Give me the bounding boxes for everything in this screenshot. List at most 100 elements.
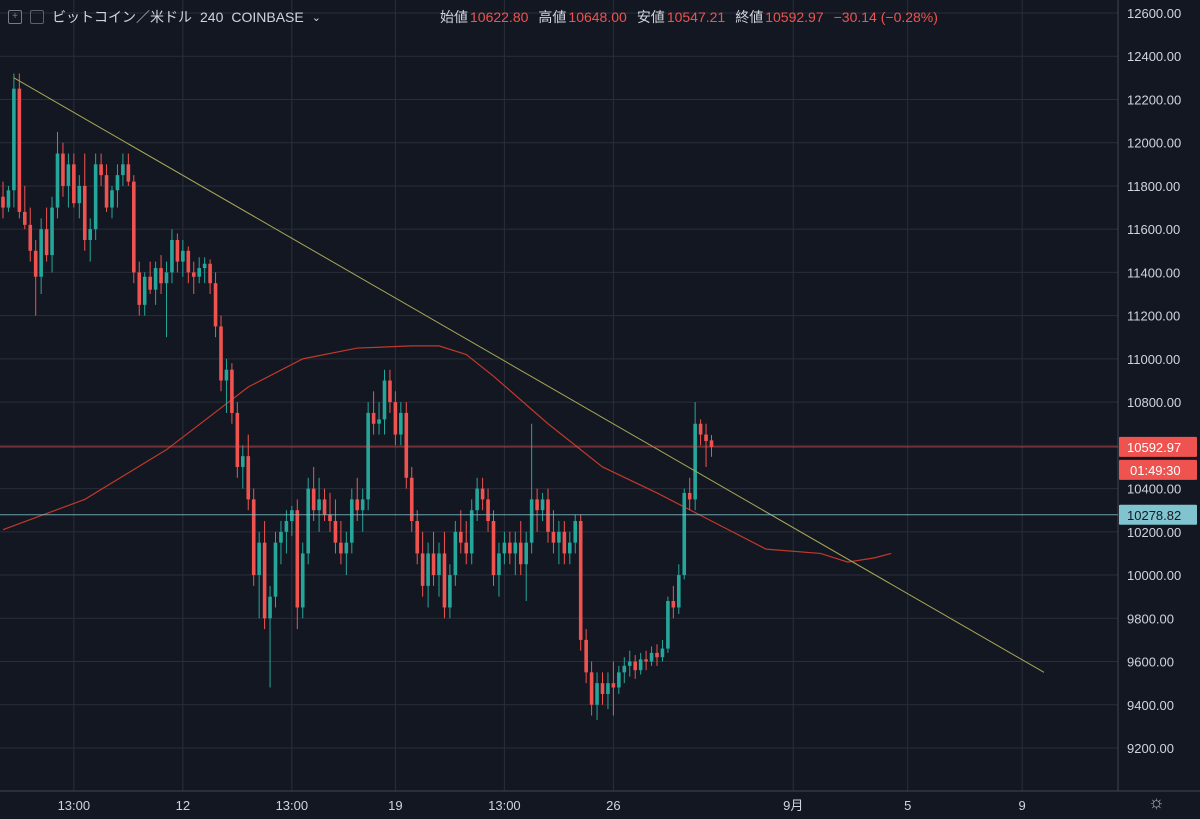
candle-up xyxy=(666,601,670,649)
candle-up xyxy=(693,423,697,500)
candle-down xyxy=(704,434,708,442)
y-tick-label: 9200.00 xyxy=(1127,741,1174,756)
chevron-down-icon[interactable]: ⌄ xyxy=(311,11,321,24)
candle-down xyxy=(148,276,152,290)
candle-up xyxy=(513,542,518,554)
candle-down xyxy=(698,423,703,435)
y-tick-label: 9600.00 xyxy=(1127,655,1174,670)
high-value: 10648.00 xyxy=(568,9,627,25)
candle-up xyxy=(682,492,687,576)
candle-down xyxy=(213,283,218,327)
candle-down xyxy=(687,492,692,500)
high-label: 高値 xyxy=(538,9,567,25)
y-tick-label: 12400.00 xyxy=(1127,49,1181,64)
candle-down xyxy=(33,250,38,277)
candle-down xyxy=(246,456,251,500)
candle-down xyxy=(415,521,419,554)
exchange-label[interactable]: COINBASE xyxy=(231,9,304,25)
candle-down xyxy=(72,164,76,204)
candle-up xyxy=(568,542,572,554)
candle-up xyxy=(377,419,381,424)
candle-down xyxy=(431,553,436,576)
symbol-header: + ビットコイン／米ドル 240 COINBASE ⌄ xyxy=(8,6,321,28)
x-tick-label: 19 xyxy=(388,798,402,813)
level-badge xyxy=(1119,504,1197,525)
moving-average-line xyxy=(2,345,892,563)
change-value: −30.14 (−0.28%) xyxy=(833,9,938,25)
trendline-path[interactable] xyxy=(13,77,1045,673)
y-tick-label: 10000.00 xyxy=(1127,568,1181,583)
candle-down xyxy=(409,477,414,522)
y-tick-label: 11800.00 xyxy=(1127,179,1180,194)
interval-label[interactable]: 240 xyxy=(200,9,224,25)
open-value: 10622.80 xyxy=(470,9,529,25)
x-tick-label: 9 xyxy=(1019,798,1026,813)
candle-up xyxy=(524,542,528,565)
candle-up xyxy=(6,190,11,208)
candle-up xyxy=(55,153,60,208)
last-price-label: 10592.97 xyxy=(1127,440,1181,455)
x-axis[interactable]: 13:00 12 13:00 19 13:00 26 9月 5 9 xyxy=(58,798,1026,813)
candle-up xyxy=(257,542,261,576)
close-value: 10592.97 xyxy=(765,9,824,25)
candle-up xyxy=(382,380,387,420)
candle-down xyxy=(262,542,267,619)
candle-down xyxy=(137,272,142,305)
candle-down xyxy=(208,263,212,284)
candle-down xyxy=(230,369,234,413)
candle-up xyxy=(573,521,578,543)
y-tick-label: 12600.00 xyxy=(1127,6,1181,21)
candle-up xyxy=(290,510,294,522)
x-tick-label: 5 xyxy=(904,798,911,813)
y-tick-label: 11000.00 xyxy=(1127,352,1180,367)
crosshair-box-icon[interactable]: + xyxy=(8,10,22,24)
candle-up xyxy=(595,683,599,705)
candle-up xyxy=(164,272,169,284)
candle-up xyxy=(344,542,349,554)
candle-up xyxy=(475,488,479,511)
candle-down xyxy=(388,380,392,403)
candle-down xyxy=(251,499,256,576)
candle-up xyxy=(399,412,403,435)
candle-down xyxy=(584,639,588,673)
candle-up xyxy=(268,596,272,619)
candle-down xyxy=(322,499,327,515)
settings-gear-icon[interactable]: ☼ xyxy=(1148,792,1165,812)
y-tick-label: 9800.00 xyxy=(1127,611,1174,626)
candle-down xyxy=(655,652,659,658)
candle-up xyxy=(66,164,71,186)
candle-down xyxy=(186,250,191,273)
candle-down xyxy=(295,510,300,608)
y-tick-label: 10400.00 xyxy=(1127,482,1181,497)
price-levels xyxy=(0,446,1118,516)
chart-grid xyxy=(0,0,1118,791)
x-tick-label: 13:00 xyxy=(276,798,309,813)
y-axis[interactable]: 9200.00 9400.00 9600.00 9800.00 10000.00 1020… xyxy=(1119,6,1197,756)
x-tick-label: 12 xyxy=(176,798,190,813)
candle-down xyxy=(562,531,567,554)
candle-up xyxy=(300,553,305,608)
candle-up xyxy=(350,499,354,543)
candle-up xyxy=(110,190,114,208)
candlestick-series xyxy=(1,73,714,720)
candle-up xyxy=(606,683,610,694)
candle-up xyxy=(448,575,452,608)
candle-down xyxy=(371,412,376,424)
close-label: 終値 xyxy=(735,9,764,25)
compare-icon[interactable] xyxy=(30,10,44,24)
candle-up xyxy=(638,659,643,671)
moving-average-path xyxy=(2,345,892,563)
candle-up xyxy=(197,268,201,277)
candle-down xyxy=(518,542,523,565)
candle-down xyxy=(551,531,556,543)
symbol-name[interactable]: ビットコイン／米ドル xyxy=(52,9,192,25)
ohlc-legend: 始値 10622.80 高値 10648.00 安値 10547.21 終値 10592… xyxy=(440,6,938,28)
candle-up xyxy=(77,185,82,204)
candle-down xyxy=(491,521,496,576)
candle-up xyxy=(437,553,441,576)
trendline[interactable] xyxy=(13,77,1045,673)
candle-up xyxy=(273,542,278,597)
candle-up xyxy=(529,499,534,543)
candle-down xyxy=(600,683,605,694)
